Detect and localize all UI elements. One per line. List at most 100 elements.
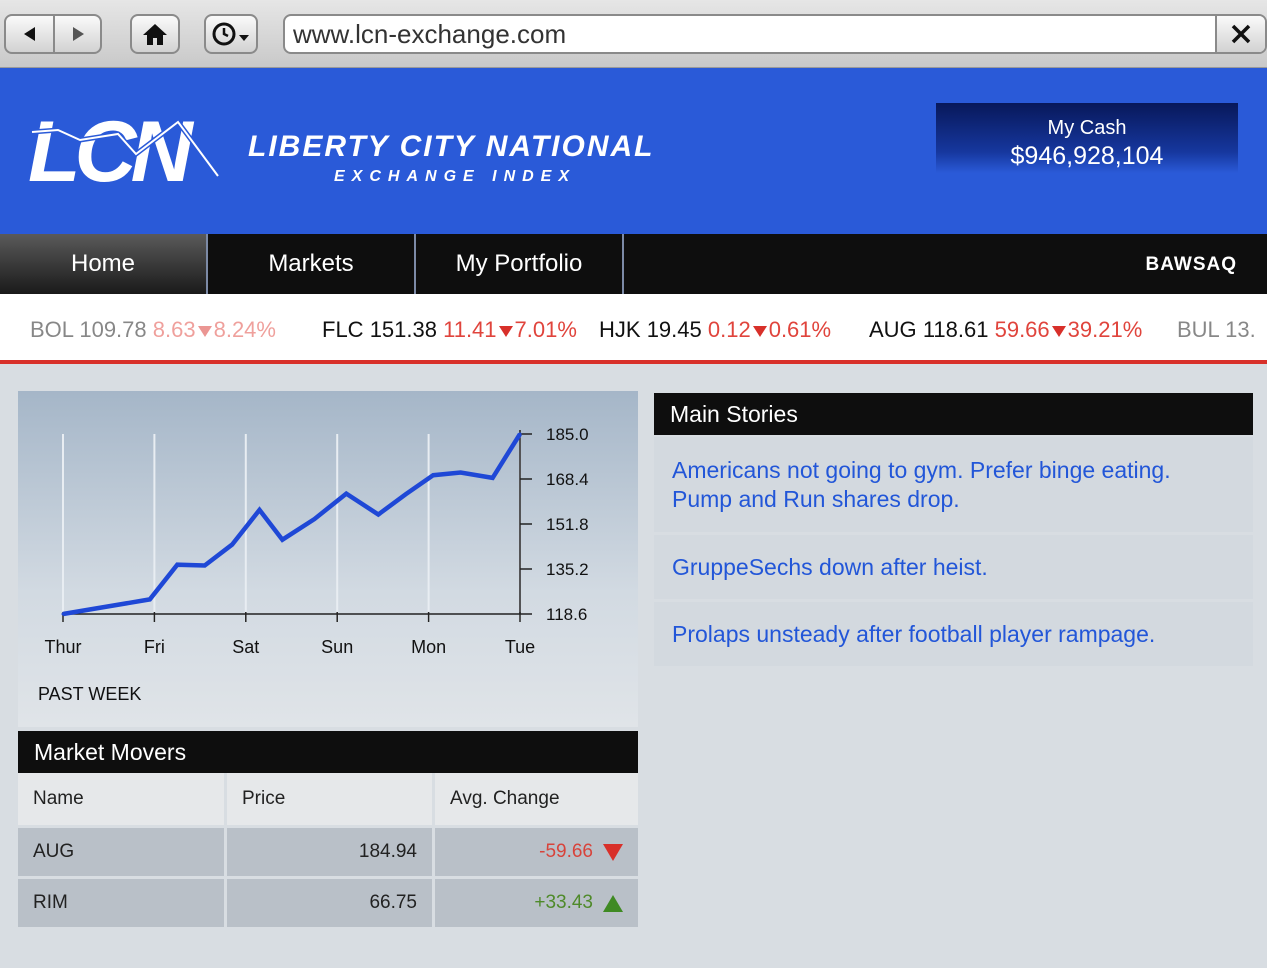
y-tick-label: 185.0: [546, 425, 589, 444]
down-arrow-icon: [197, 325, 212, 337]
data-point: [88, 607, 92, 611]
down-arrow-icon: [752, 325, 767, 337]
ticker-symbol: FLC: [322, 317, 364, 342]
ticker-percent: 0.61%: [768, 317, 832, 342]
clock-icon: [212, 22, 249, 46]
history-button[interactable]: [204, 14, 258, 54]
ticker-change: 11.41: [443, 317, 497, 342]
stock-name: RIM: [18, 879, 224, 927]
main-stories-list: Americans not going to gym. Prefer binge…: [654, 437, 1253, 666]
price-chart: Thur Fri Sat Sun Mon Tue 185.0 168.4 151.8 135.2 1…: [18, 391, 638, 727]
data-point: [312, 517, 316, 521]
column-header-price[interactable]: Price: [224, 773, 432, 825]
lcn-logo[interactable]: LCN: [28, 104, 228, 200]
table-row[interactable]: RIM 66.75 +33.43: [18, 876, 638, 927]
ticker-percent: 8.24%: [213, 317, 276, 342]
column-header-avg-change[interactable]: Avg. Change: [432, 773, 638, 825]
ticker-change: 8.63: [152, 317, 196, 342]
ticker-item[interactable]: AUG 118.61 59.66 39.21%: [869, 317, 1142, 343]
ticker-price: 151.38: [369, 317, 437, 342]
close-icon: [1231, 24, 1251, 44]
stock-change: -59.66: [539, 841, 593, 862]
data-point: [148, 597, 152, 601]
stock-name: AUG: [18, 828, 224, 876]
y-tick-label: 135.2: [546, 560, 589, 579]
brand-subtitle: EXCHANGE INDEX: [334, 168, 577, 185]
x-tick-label: Mon: [411, 637, 446, 657]
cash-label: My Cash: [1047, 117, 1127, 139]
history-nav-buttons: [4, 14, 102, 54]
ticker-item[interactable]: HJK 19.45 0.12 0.61%: [599, 317, 831, 343]
brand-name: LIBERTY CITY NATIONAL: [248, 130, 655, 163]
main-nav: Home Markets My Portfolio BAWSAQ: [0, 234, 1267, 294]
ticker-item[interactable]: FLC 151.38 11.41 7.01%: [322, 317, 577, 343]
data-point: [431, 473, 435, 477]
y-tick-label: 151.8: [546, 515, 589, 534]
nav-markets[interactable]: Markets: [208, 234, 416, 294]
down-arrow-icon: [1051, 325, 1066, 337]
main-stories-title: Main Stories: [654, 393, 1253, 435]
ticker-price: 19.45: [646, 317, 702, 342]
ticker-change: 0.12: [707, 317, 751, 342]
home-icon: [143, 24, 167, 45]
ticker-price: 13.: [1225, 317, 1256, 342]
price-series-line: [62, 432, 522, 617]
logo-text: LCN: [28, 110, 195, 186]
data-point: [203, 563, 207, 567]
data-point: [518, 432, 522, 436]
y-tick-label: 168.4: [546, 470, 589, 489]
story-link[interactable]: GruppeSechs down after heist.: [654, 535, 1253, 599]
home-button[interactable]: [130, 14, 180, 54]
ticker-item[interactable]: BUL 13.: [1177, 317, 1256, 343]
ticker-symbol: AUG: [869, 317, 917, 342]
data-point: [258, 508, 262, 512]
ticker-symbol: BUL: [1177, 317, 1219, 342]
ticker-symbol: BOL: [30, 317, 74, 342]
column-header-name[interactable]: Name: [18, 773, 224, 825]
ticker-item[interactable]: BOL 109.78 8.63 8.24%: [30, 317, 276, 343]
x-tick-label: Thur: [44, 637, 81, 657]
chart-caption: PAST WEEK: [38, 684, 142, 704]
stock-change-cell: -59.66: [432, 828, 638, 876]
x-tick-label: Fri: [144, 637, 165, 657]
x-tick-label: Tue: [505, 637, 535, 657]
table-row[interactable]: AUG 184.94 -59.66: [18, 825, 638, 876]
ticker-percent: 39.21%: [1067, 317, 1143, 342]
data-point: [61, 612, 65, 616]
stock-ticker: BOL 109.78 8.63 8.24% FLC 151.38 11.41 7.0…: [0, 294, 1267, 364]
close-button[interactable]: [1215, 16, 1265, 52]
browser-toolbar: www.lcn-exchange.com: [0, 0, 1267, 68]
down-arrow-icon: [498, 325, 513, 337]
data-point: [344, 492, 348, 496]
forward-arrow-icon: [72, 27, 84, 41]
brand-block: LIBERTY CITY NATIONAL EXCHANGE INDEX: [248, 130, 654, 186]
stock-price: 66.75: [224, 879, 432, 927]
my-cash-box: My Cash $946,928,104: [936, 103, 1238, 173]
data-point: [280, 538, 284, 542]
y-tick-label: 118.6: [546, 605, 587, 624]
down-arrow-icon: [603, 843, 623, 861]
nav-my-portfolio[interactable]: My Portfolio: [416, 234, 624, 294]
data-point: [175, 563, 179, 567]
bawsaq-logo[interactable]: BAWSAQ: [1145, 254, 1237, 275]
data-point: [230, 543, 234, 547]
data-point: [404, 492, 408, 496]
market-movers-table: Name Price Avg. Change AUG 184.94 -59.66…: [18, 773, 638, 927]
stock-change-cell: +33.43: [432, 879, 638, 927]
ticker-price: 109.78: [79, 317, 147, 342]
data-point: [459, 470, 463, 474]
x-tick-label: Sun: [321, 637, 353, 657]
nav-home[interactable]: Home: [0, 234, 208, 294]
market-movers-title: Market Movers: [18, 731, 638, 773]
story-link[interactable]: Prolaps unsteady after football player r…: [654, 602, 1253, 666]
stock-change: +33.43: [534, 892, 593, 913]
stock-price: 184.94: [224, 828, 432, 876]
data-point: [491, 476, 495, 480]
forward-button[interactable]: [53, 16, 100, 52]
url-text[interactable]: www.lcn-exchange.com: [293, 18, 567, 49]
back-button[interactable]: [6, 16, 53, 52]
up-arrow-icon: [603, 894, 623, 912]
table-header-row: Name Price Avg. Change: [18, 773, 638, 825]
address-bar[interactable]: www.lcn-exchange.com: [283, 14, 1267, 54]
story-link[interactable]: Americans not going to gym. Prefer binge…: [654, 437, 1253, 532]
